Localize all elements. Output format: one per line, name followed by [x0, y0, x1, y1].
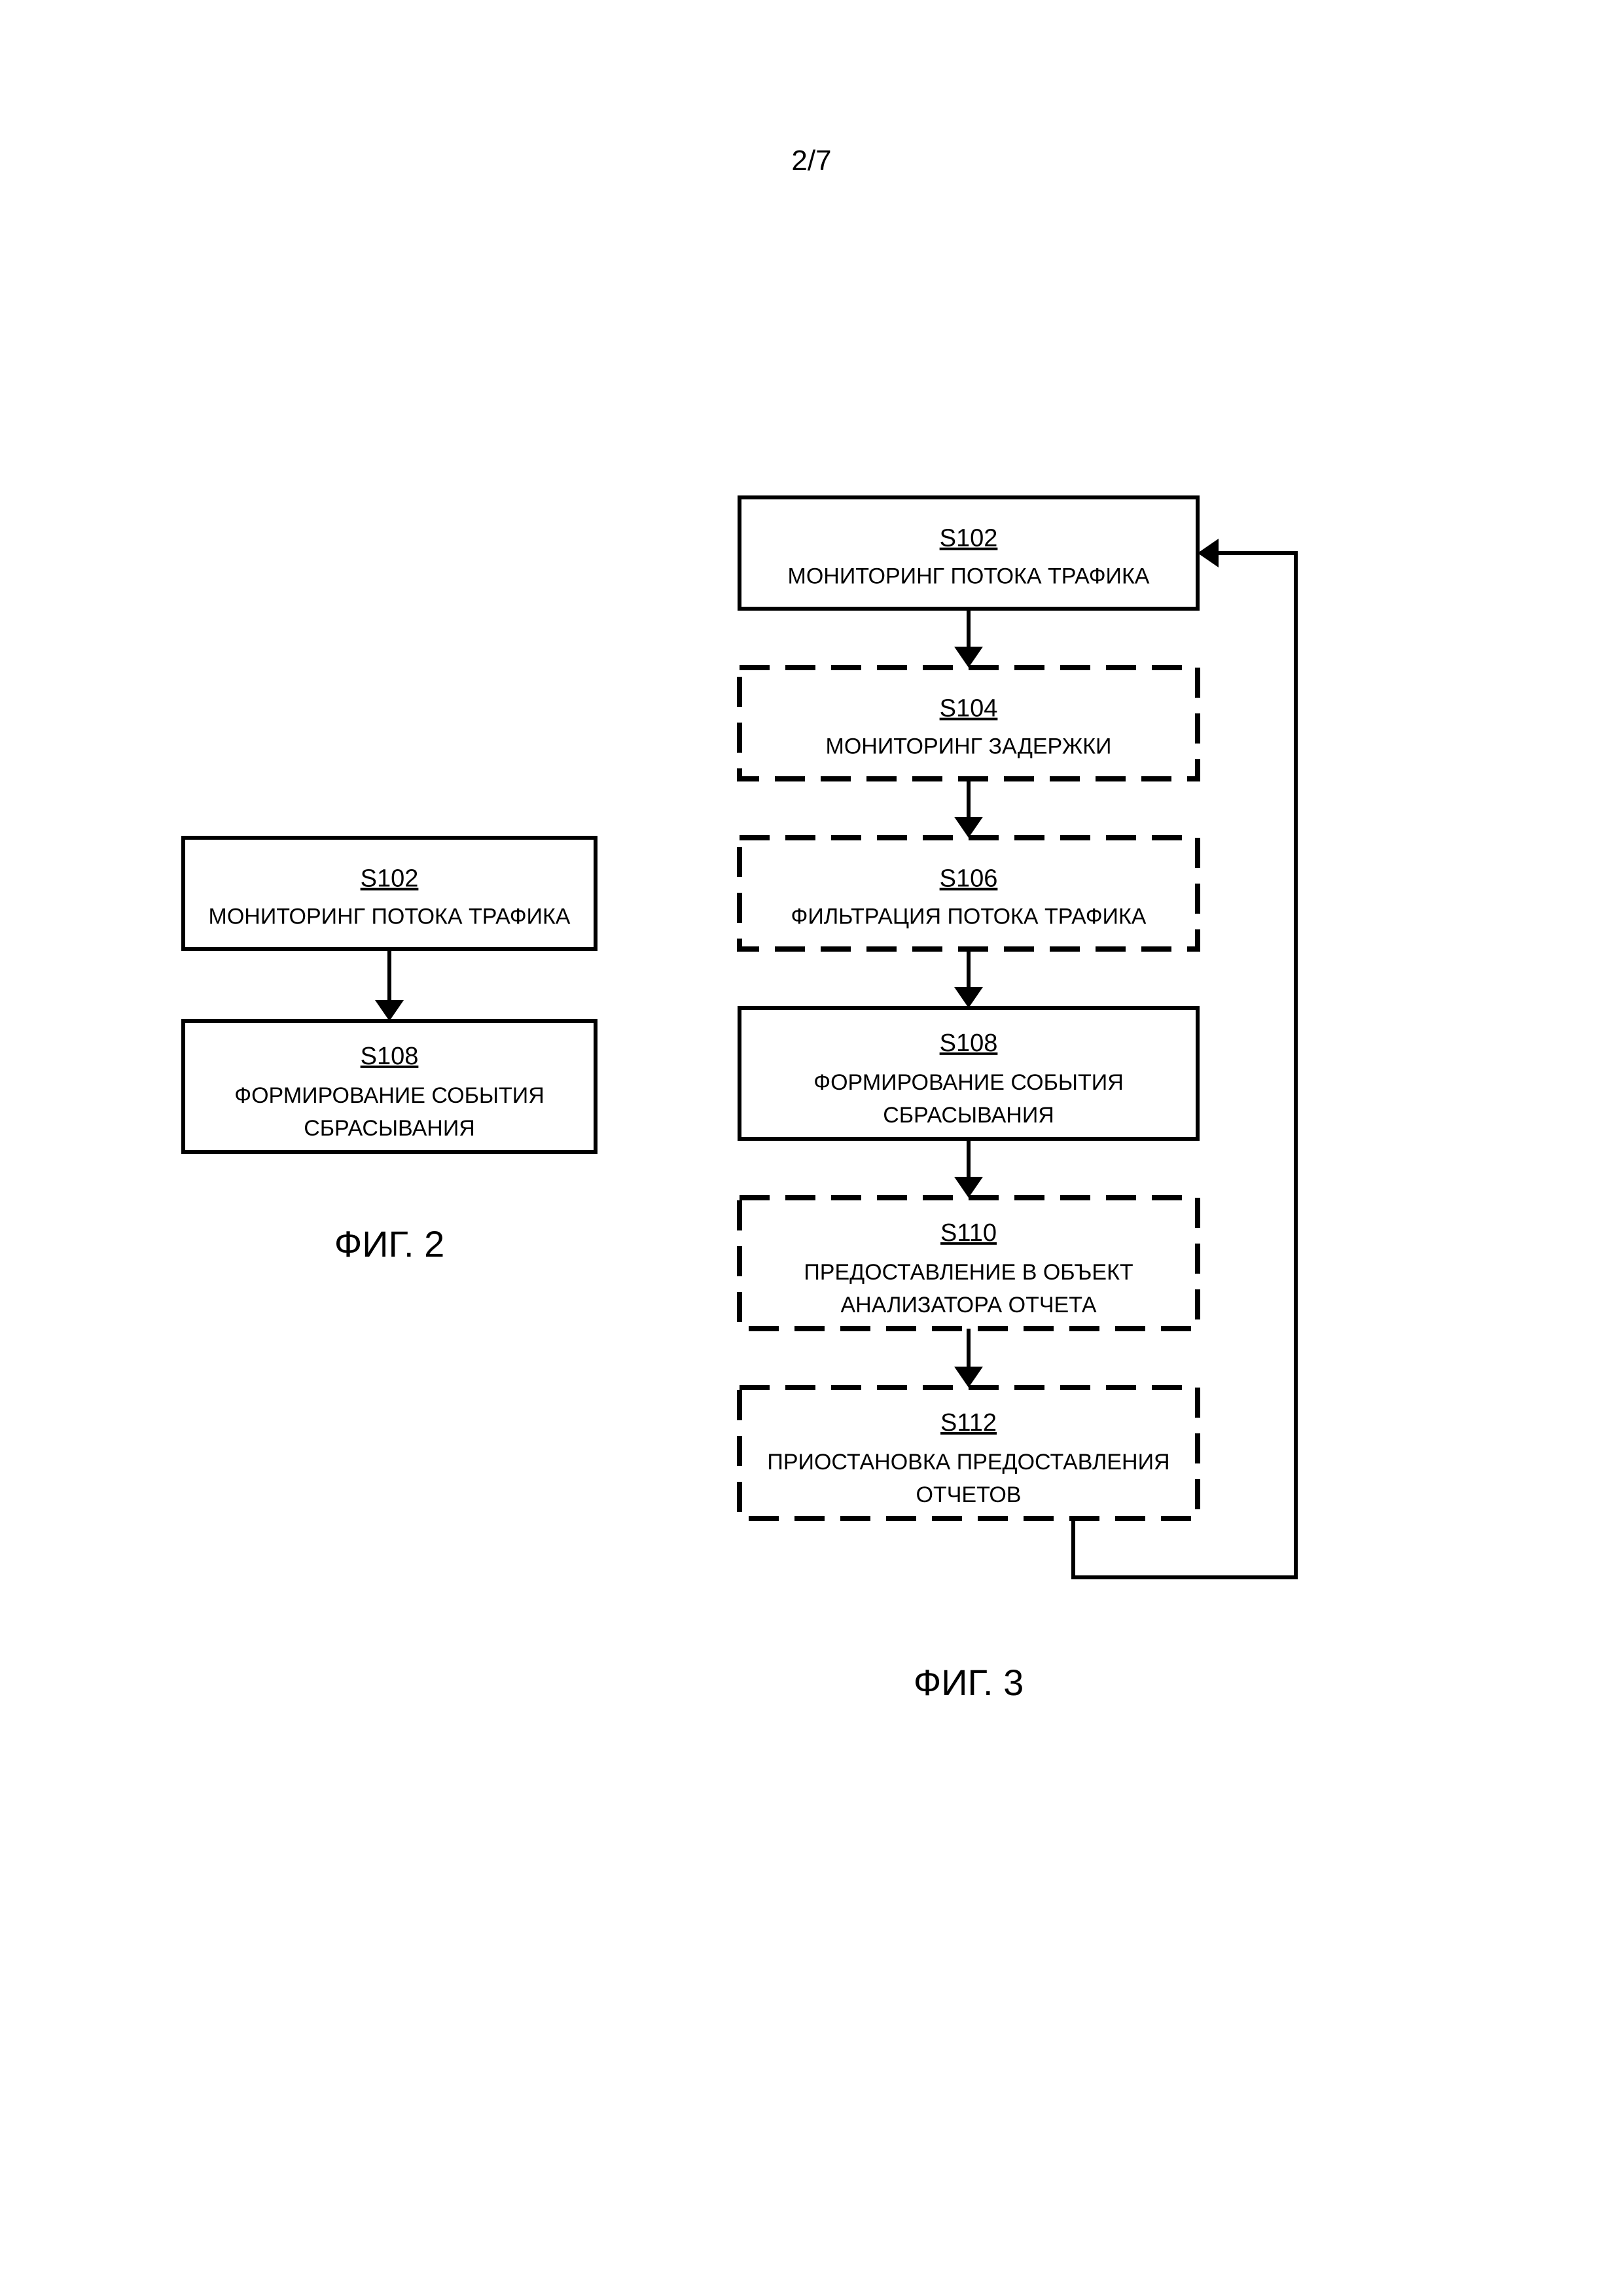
fig3-s108-id: S108	[940, 1030, 998, 1057]
fig3-s104-text: МОНИТОРИНГ ЗАДЕРЖКИ	[826, 734, 1112, 759]
fig2-s108-id: S108	[361, 1043, 419, 1070]
fig3-s108-box: S108 ФОРМИРОВАНИЕ СОБЫТИЯ СБРАСЫВАНИЯ	[740, 1008, 1198, 1139]
fig3-arrow-s108-s110	[954, 1139, 983, 1198]
fig3-arrow-s104-s106	[954, 779, 983, 838]
fig2-label: ФИГ. 2	[334, 1223, 445, 1265]
fig2-s102-id: S102	[361, 865, 419, 893]
fig2-s102-box: S102 МОНИТОРИНГ ПОТОКА ТРАФИКА	[183, 838, 596, 949]
fig3-s112-id: S112	[940, 1409, 997, 1437]
fig3-s112-text1: ПРИОСТАНОВКА ПРЕДОСТАВЛЕНИЯ	[767, 1450, 1169, 1475]
fig2-s108-box: S108 ФОРМИРОВАНИЕ СОБЫТИЯ СБРАСЫВАНИЯ	[183, 1021, 596, 1152]
fig3-s106-box: S106 ФИЛЬТРАЦИЯ ПОТОКА ТРАФИКА	[740, 838, 1198, 949]
fig3-arrow-s102-s104	[954, 609, 983, 668]
fig3-s102-text: МОНИТОРИНГ ПОТОКА ТРАФИКА	[788, 564, 1150, 588]
fig3-s110-id: S110	[940, 1219, 997, 1247]
fig3-arrow-s110-s112	[954, 1329, 983, 1388]
fig2-arrow-s102-s108	[375, 949, 404, 1021]
fig3-s110-text2: АНАЛИЗАТОРА ОТЧЕТА	[840, 1293, 1096, 1318]
fig3-s104-id: S104	[940, 695, 998, 723]
fig3: S102 МОНИТОРИНГ ПОТОКА ТРАФИКА S104 МОНИ…	[740, 497, 1296, 1703]
diagram-canvas: 2/7 S102 МОНИТОРИНГ ПОТОКА ТРАФИКА S108 …	[0, 0, 1623, 2296]
fig3-s108-text1: ФОРМИРОВАНИЕ СОБЫТИЯ	[813, 1070, 1124, 1095]
fig3-s112-text2: ОТЧЕТОВ	[916, 1482, 1022, 1507]
fig3-s102-box: S102 МОНИТОРИНГ ПОТОКА ТРАФИКА	[740, 497, 1198, 609]
page: 2/7 S102 МОНИТОРИНГ ПОТОКА ТРАФИКА S108 …	[0, 0, 1623, 2296]
fig2-s102-text: МОНИТОРИНГ ПОТОКА ТРАФИКА	[209, 904, 571, 929]
fig3-s104-box: S104 МОНИТОРИНГ ЗАДЕРЖКИ	[740, 668, 1198, 779]
fig3-s112-box: S112 ПРИОСТАНОВКА ПРЕДОСТАВЛЕНИЯ ОТЧЕТОВ	[740, 1388, 1198, 1518]
fig2: S102 МОНИТОРИНГ ПОТОКА ТРАФИКА S108 ФОРМ…	[183, 838, 596, 1265]
fig2-s108-text1: ФОРМИРОВАНИЕ СОБЫТИЯ	[234, 1083, 544, 1108]
fig3-s106-id: S106	[940, 865, 998, 893]
fig3-s106-text: ФИЛЬТРАЦИЯ ПОТОКА ТРАФИКА	[791, 904, 1147, 929]
fig3-s102-id: S102	[940, 525, 998, 552]
fig3-arrow-s106-s108	[954, 949, 983, 1008]
fig2-s108-text2: СБРАСЫВАНИЯ	[304, 1116, 475, 1141]
fig3-s108-text2: СБРАСЫВАНИЯ	[883, 1103, 1054, 1128]
fig3-s110-box: S110 ПРЕДОСТАВЛЕНИЕ В ОБЪЕКТ АНАЛИЗАТОРА…	[740, 1198, 1198, 1329]
page-number: 2/7	[791, 145, 831, 177]
fig3-s110-text1: ПРЕДОСТАВЛЕНИЕ В ОБЪЕКТ	[804, 1260, 1133, 1285]
fig3-feedback-loop	[1073, 539, 1296, 1577]
fig3-label: ФИГ. 3	[914, 1662, 1024, 1703]
